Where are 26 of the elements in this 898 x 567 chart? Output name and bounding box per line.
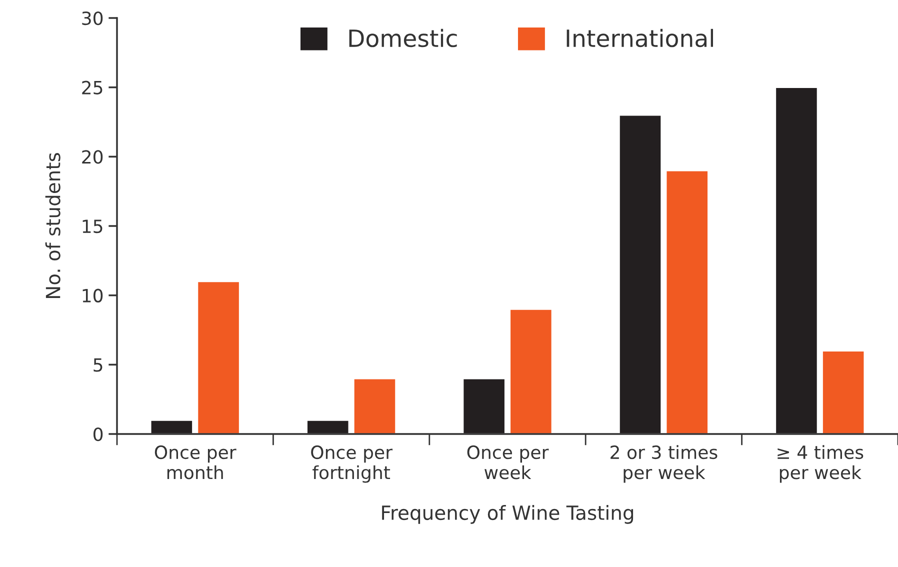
x-tick-label: Once per month: [154, 445, 236, 480]
bar: [665, 170, 709, 434]
bar: [509, 308, 553, 434]
y-tick-label: 15: [82, 220, 102, 234]
bar: [618, 114, 662, 434]
y-tick-label: 30: [82, 11, 103, 26]
x-tick-label: ≥ 4 times per week: [778, 445, 864, 483]
x-tick-label: Once per week: [467, 445, 549, 480]
bar: [774, 86, 818, 434]
bar: [150, 419, 194, 434]
x-axis-title: Frequency of Wine Tasting: [382, 505, 634, 524]
y-tick-label: 25: [82, 80, 102, 94]
y-axis-title: No. of students: [45, 153, 60, 298]
y-tick-label: 5: [94, 358, 102, 372]
bar: [822, 350, 866, 434]
bar: [462, 378, 506, 434]
x-tick-label: Once per fortnight: [311, 445, 393, 483]
x-tick-label: 2 or 3 times per week: [610, 445, 718, 483]
bar: [352, 378, 397, 434]
y-tick-label: 0: [94, 427, 103, 442]
legend-label: International: [566, 28, 713, 48]
y-tick-label: 10: [82, 288, 103, 302]
y-tick-label: 20: [82, 150, 103, 164]
legend-label: Domestic: [349, 28, 457, 48]
bar: [306, 419, 350, 434]
bar: [196, 280, 240, 434]
